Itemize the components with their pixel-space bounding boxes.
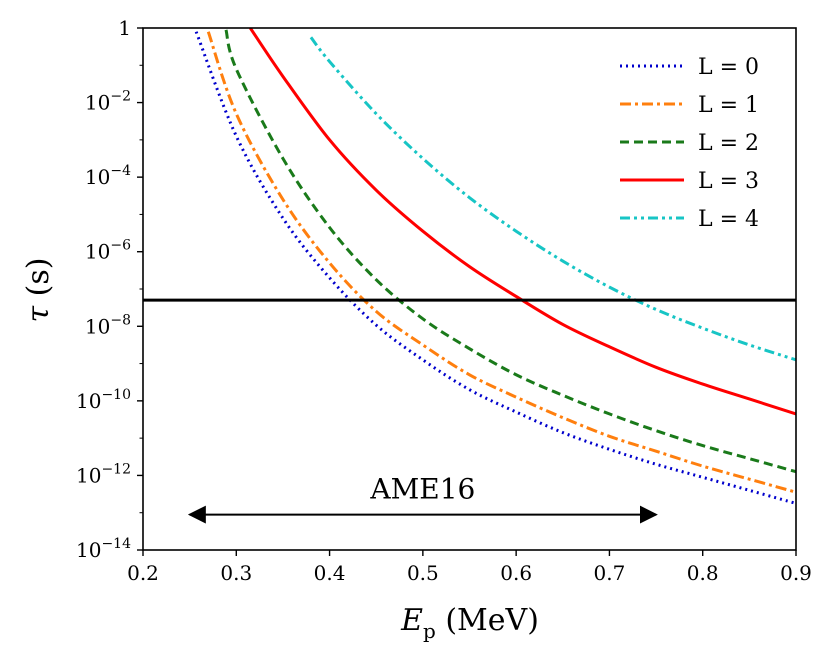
x-tick-label: 0.5 bbox=[407, 561, 439, 585]
x-tick-label: 0.8 bbox=[687, 561, 719, 585]
legend-label: L = 1 bbox=[698, 93, 759, 118]
legend-label: L = 4 bbox=[698, 207, 759, 232]
y-tick-label: 10−10 bbox=[76, 387, 131, 413]
x-tick-label: 0.2 bbox=[127, 561, 159, 585]
y-tick-label: 10−8 bbox=[85, 312, 131, 338]
x-axis-title: Ep (MeV) bbox=[400, 603, 539, 643]
series-line-l1 bbox=[206, 31, 796, 494]
y-tick-label: 10−6 bbox=[85, 238, 131, 264]
y-tick-label: 10−4 bbox=[85, 163, 131, 189]
annotation: AME16 bbox=[187, 473, 658, 524]
x-axis: 0.2 0.3 0.4 0.5 0.6 0.7 0.8 0.9 bbox=[127, 550, 812, 585]
y-axis-title: τ (s) bbox=[21, 258, 56, 323]
y-tick-label: 10−14 bbox=[76, 536, 131, 562]
y-tick-label: 10−2 bbox=[85, 89, 131, 115]
series-line-l4 bbox=[309, 36, 796, 362]
legend-label: L = 3 bbox=[698, 169, 759, 194]
series-layer bbox=[194, 28, 796, 505]
series-line-l3 bbox=[249, 28, 796, 416]
annotation-label: AME16 bbox=[369, 473, 475, 506]
series-line-l2 bbox=[224, 29, 796, 474]
x-tick-label: 0.4 bbox=[314, 561, 346, 585]
x-tick-label: 0.9 bbox=[780, 561, 812, 585]
legend-label: L = 2 bbox=[698, 131, 759, 156]
y-axis: 1 10−2 10−4 10−6 10−8 10−10 10−12 10−14 bbox=[76, 16, 143, 562]
legend: L = 0 L = 1 L = 2 L = 3 L = 4 bbox=[620, 55, 759, 232]
x-tick-label: 0.3 bbox=[220, 561, 252, 585]
legend-label: L = 0 bbox=[698, 55, 759, 80]
x-tick-label: 0.6 bbox=[500, 561, 532, 585]
x-tick-label: 0.7 bbox=[594, 561, 626, 585]
y-tick-label: 1 bbox=[118, 16, 131, 40]
y-tick-label: 10−12 bbox=[76, 461, 131, 487]
